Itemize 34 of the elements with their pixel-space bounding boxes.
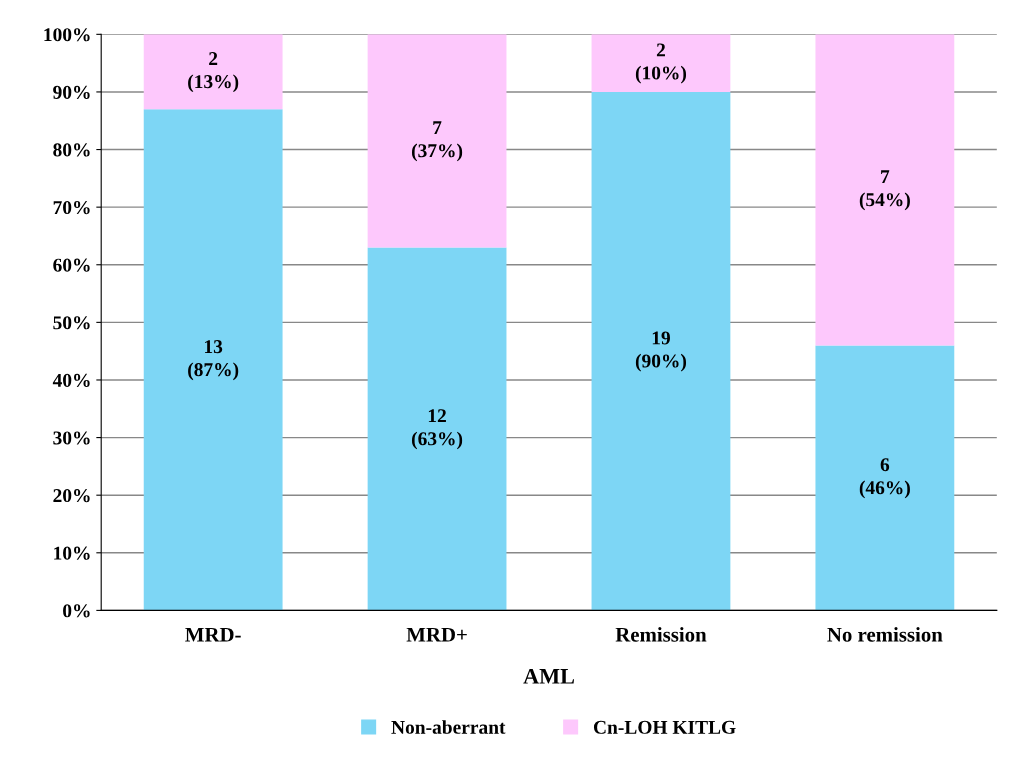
x-axis-title: AML bbox=[523, 668, 574, 684]
bar bbox=[143, 34, 283, 110]
data-label: 7 (37%) bbox=[411, 121, 463, 162]
y-tick-label: 50% bbox=[53, 316, 90, 330]
y-tick-label: 90% bbox=[53, 85, 90, 99]
y-tick-label: 0% bbox=[63, 604, 90, 618]
data-label: 12 (63%) bbox=[411, 409, 463, 450]
y-tick-label: 40% bbox=[52, 373, 90, 387]
y-tick-label: 100% bbox=[44, 28, 90, 42]
bar bbox=[591, 91, 731, 611]
data-label: 19 (90%) bbox=[635, 331, 687, 372]
y-tick-label: 30% bbox=[53, 431, 90, 445]
y-tick-label: 70% bbox=[53, 200, 90, 215]
x-tick-label: MRD+ bbox=[406, 627, 467, 642]
data-label: 6 (46%) bbox=[859, 458, 910, 499]
data-label: 2 (13%) bbox=[188, 52, 239, 93]
y-tick-label: 10% bbox=[54, 546, 90, 560]
bar bbox=[591, 34, 731, 92]
legend-label: Non-aberrant bbox=[391, 720, 506, 734]
bar bbox=[367, 247, 507, 611]
x-tick-label: Remission bbox=[615, 627, 707, 642]
x-tick-label: MRD- bbox=[185, 627, 241, 642]
bar bbox=[143, 109, 283, 611]
data-label: 13 (87%) bbox=[188, 340, 239, 381]
y-tick-label: 20% bbox=[53, 489, 90, 503]
bar bbox=[815, 345, 955, 611]
y-tick-label: 80% bbox=[53, 143, 90, 157]
data-label: 7 (54%) bbox=[859, 170, 910, 211]
bar bbox=[815, 34, 955, 346]
legend-label: Cn-LOH KITLG bbox=[593, 720, 736, 734]
y-tick-label: 60% bbox=[53, 258, 90, 272]
data-label: 2 (10%) bbox=[635, 43, 687, 84]
x-tick-label: No remission bbox=[827, 627, 943, 642]
bar bbox=[367, 34, 507, 248]
